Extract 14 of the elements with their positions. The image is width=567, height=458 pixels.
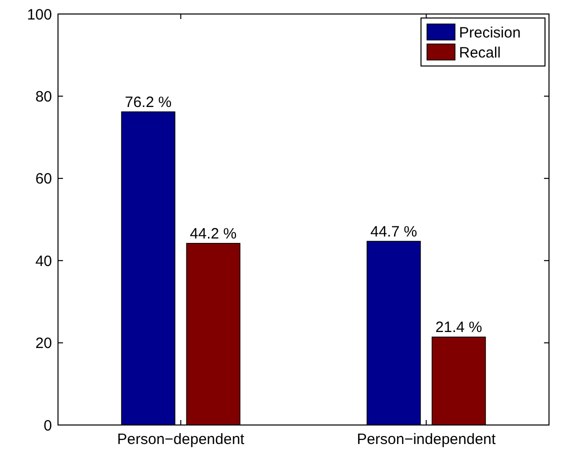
data-label: 44.2 %: [190, 225, 237, 242]
data-label: 44.7 %: [370, 223, 418, 240]
y-tick-label: 60: [35, 170, 52, 188]
data-label: 76.2 %: [124, 94, 172, 111]
data-label: 21.4 %: [435, 319, 482, 336]
x-tick-label: Person−independent: [356, 431, 497, 448]
legend-label: Recall: [459, 44, 501, 62]
y-tick-label: 40: [35, 252, 52, 270]
x-tick-label: Person−dependent: [117, 431, 246, 448]
y-tick-label: 0: [44, 417, 52, 434]
legend-label: Precision: [459, 24, 521, 42]
y-tick-label: 20: [35, 335, 52, 352]
y-tick-label: 100: [26, 6, 52, 24]
y-tick-label: 80: [35, 88, 52, 106]
